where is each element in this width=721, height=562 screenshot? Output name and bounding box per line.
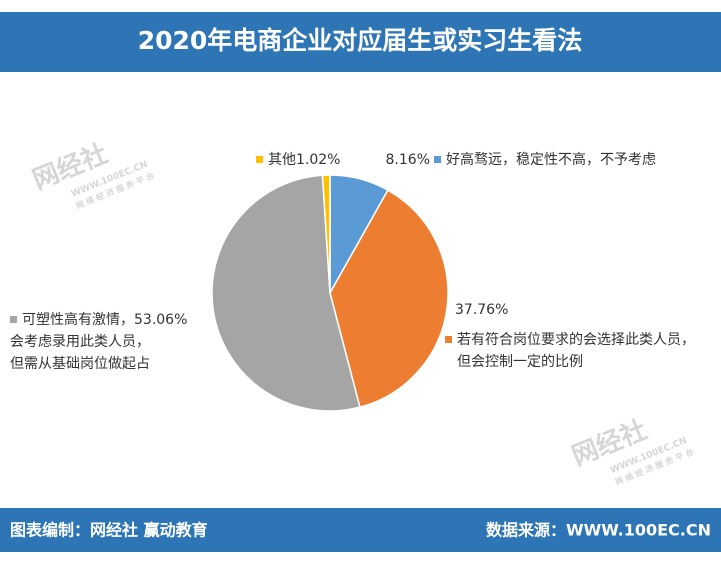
legend-marker	[10, 316, 17, 323]
value-label: 1.02%	[296, 152, 340, 168]
chart-title: 2020年电商企业对应届生或实习生看法	[138, 26, 583, 55]
value-label: 37.76%	[455, 302, 508, 318]
data-label: 可塑性高有激情，53.06%	[22, 311, 187, 328]
data-label: 但会控制一定的比例	[457, 354, 583, 370]
category-label: 好高骛远，稳定性不高，不予考虑	[446, 151, 656, 168]
header-band	[0, 12, 721, 72]
value-label: 8.16%	[386, 152, 430, 168]
pie-slice	[329, 189, 449, 409]
value-label: 53.06%	[134, 312, 187, 328]
legend-marker	[256, 156, 263, 163]
category-label: 可塑性高有激情，	[22, 311, 134, 328]
category-label: 会考虑录用此类人员，	[10, 334, 150, 350]
footer-band	[0, 508, 721, 552]
category-label: 但会控制一定的比例	[457, 354, 583, 370]
data-label: 好高骛远，稳定性不高，不予考虑	[446, 151, 656, 168]
data-label: 会考虑录用此类人员，	[10, 334, 150, 350]
data-label: 若有符合岗位要求的会选择此类人员，	[457, 332, 695, 348]
legend-marker	[434, 156, 441, 163]
legend-marker	[445, 336, 452, 343]
category-label: 其他	[268, 152, 296, 168]
category-label: 但需从基础岗位做起占	[10, 355, 150, 372]
pie-slice	[321, 174, 331, 294]
pie-slice	[211, 174, 361, 412]
footer-right: 数据来源：WWW.100EC.CN	[486, 521, 711, 540]
category-label: 若有符合岗位要求的会选择此类人员，	[457, 332, 695, 348]
footer-left: 图表编制：网经社 赢动教育	[10, 521, 208, 540]
data-label: 其他1.02%	[268, 152, 340, 168]
data-label: 但需从基础岗位做起占	[10, 355, 150, 372]
